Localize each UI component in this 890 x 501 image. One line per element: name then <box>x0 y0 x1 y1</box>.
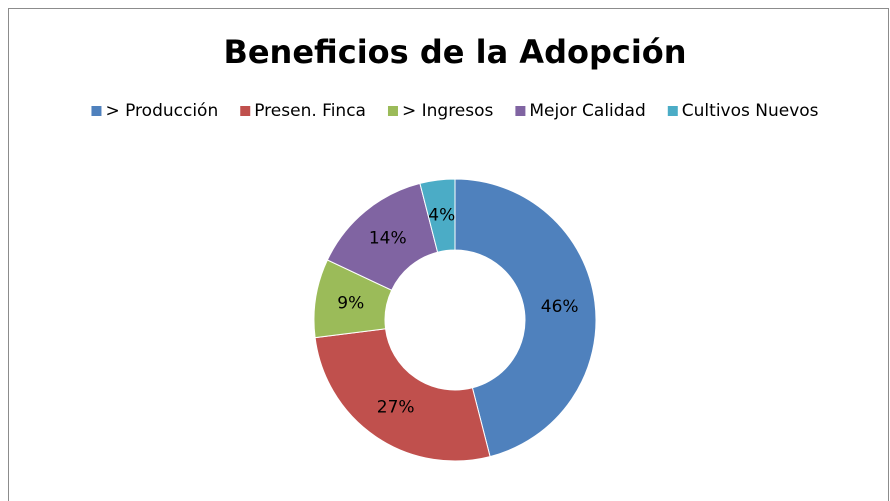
legend-swatch <box>515 106 526 116</box>
legend-label: Presen. Finca <box>254 101 366 121</box>
donut-slice <box>314 328 491 462</box>
legend-swatch <box>91 106 102 116</box>
data-label: 4% <box>428 205 455 225</box>
legend-swatch <box>667 106 678 116</box>
data-label: 46% <box>541 297 579 317</box>
legend-label: Cultivos Nuevos <box>682 101 819 121</box>
donut-slice <box>419 178 456 253</box>
chart-title: Beneficios de la Adopción <box>223 33 686 71</box>
legend-label: > Producción <box>105 101 218 121</box>
legend-swatch <box>240 106 251 116</box>
legend-label: Mejor Calidad <box>529 101 645 121</box>
legend-swatch <box>387 106 398 116</box>
data-label: 9% <box>337 293 364 313</box>
donut-slice <box>454 178 597 458</box>
data-label: 27% <box>377 397 415 417</box>
legend-label: > Ingresos <box>402 101 494 121</box>
data-label: 14% <box>369 229 407 249</box>
